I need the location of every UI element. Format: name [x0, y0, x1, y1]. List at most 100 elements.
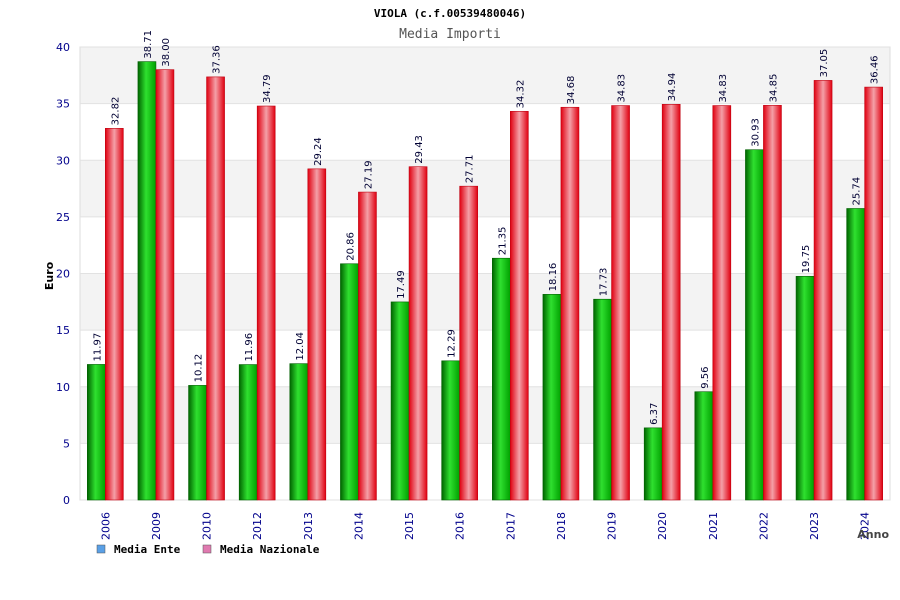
x-tick-label: 2023	[808, 512, 821, 540]
y-tick-label: 0	[63, 494, 70, 507]
bar-media-ente	[289, 363, 309, 501]
bar-media-ente	[87, 364, 106, 501]
x-tick-label: 2017	[504, 512, 517, 540]
bar-media-nazionale	[864, 86, 883, 501]
value-label: 37.36	[212, 45, 223, 74]
bar-media-nazionale	[510, 111, 529, 501]
bar-media-ente	[441, 360, 460, 501]
value-label: 34.32	[515, 80, 526, 109]
value-label: 34.79	[262, 74, 273, 103]
value-label: 29.43	[414, 135, 425, 164]
legend-swatch	[202, 544, 212, 554]
x-tick-label: 2022	[757, 512, 770, 540]
value-label: 21.35	[497, 227, 508, 256]
bar-media-nazionale	[206, 76, 225, 501]
bar-media-nazionale	[256, 105, 276, 501]
x-tick-label: 2014	[352, 512, 365, 540]
x-axis-label: Anno	[857, 528, 889, 541]
value-label: 27.71	[465, 155, 476, 184]
x-tick-label: 2020	[656, 512, 669, 540]
value-label: 17.73	[599, 268, 610, 297]
x-tick-label: 2021	[707, 512, 720, 540]
x-tick-label: 2016	[454, 512, 467, 540]
chart-subtitle: Media Importi	[399, 27, 501, 42]
bar-media-ente	[492, 257, 511, 501]
value-label: 17.49	[396, 270, 407, 299]
x-tick-label: 2013	[302, 512, 315, 540]
value-label: 34.83	[617, 74, 628, 103]
value-label: 36.46	[870, 55, 881, 84]
value-label: 12.29	[447, 329, 458, 358]
value-label: 30.93	[750, 118, 761, 147]
bar-media-ente	[188, 385, 207, 501]
bar-media-nazionale	[813, 80, 833, 501]
y-tick-label: 25	[56, 211, 70, 224]
bars	[87, 61, 883, 501]
bar-media-nazionale	[661, 104, 681, 501]
bar-media-ente	[137, 61, 157, 501]
value-label: 34.94	[667, 73, 678, 102]
bar-media-nazionale	[611, 105, 630, 501]
x-axis-ticks: 2006 2009 2010 2012 2013 2014 2015 2016 2017 2018…	[99, 512, 871, 540]
bar-media-nazionale	[358, 191, 377, 501]
value-label: 18.16	[548, 263, 559, 292]
bar-media-ente	[593, 298, 612, 501]
x-tick-label: 2006	[99, 512, 112, 540]
bar-media-nazionale	[408, 166, 428, 501]
bar-media-ente	[795, 276, 815, 501]
bar-media-ente	[340, 263, 359, 501]
bar-media-ente	[694, 391, 714, 501]
x-tick-label: 2024	[859, 512, 872, 540]
x-tick-label: 2015	[403, 512, 416, 540]
bar-media-nazionale	[105, 128, 124, 501]
bar-media-nazionale	[763, 105, 782, 501]
y-tick-label: 30	[56, 154, 70, 167]
value-label: 38.71	[143, 30, 154, 59]
value-label: 27.19	[363, 160, 374, 189]
y-axis-ticks: 0 5 10 15 20 25 30 35 40	[56, 41, 70, 507]
value-label: 32.82	[110, 97, 121, 126]
y-axis-label: Euro	[43, 261, 56, 290]
y-tick-label: 40	[56, 41, 70, 54]
legend: Media Ente Media Nazionale	[96, 543, 320, 556]
bar-media-nazionale	[712, 105, 732, 501]
value-label: 37.05	[819, 49, 830, 78]
bar-media-nazionale	[459, 185, 478, 501]
value-label: 20.86	[345, 232, 356, 261]
value-label: 19.75	[801, 245, 812, 274]
y-tick-label: 10	[56, 381, 70, 394]
value-label: 29.24	[313, 137, 324, 166]
value-label: 11.97	[92, 333, 103, 362]
legend-label: Media Ente	[114, 543, 181, 556]
value-labels: 11.97 32.82 38.71 38.00 10.12 37.36 11.96 34.79…	[92, 30, 880, 425]
legend-swatch	[96, 544, 106, 554]
bar-media-nazionale	[155, 69, 175, 501]
bar-media-ente	[542, 294, 562, 501]
value-label: 38.00	[161, 38, 172, 67]
legend-label: Media Nazionale	[220, 543, 320, 556]
value-label: 9.56	[700, 366, 711, 388]
bar-media-nazionale	[307, 168, 327, 501]
y-tick-label: 5	[63, 437, 70, 450]
x-tick-label: 2010	[201, 512, 214, 540]
y-tick-label: 20	[56, 268, 70, 281]
y-tick-label: 35	[56, 98, 70, 111]
chart-title: VIOLA (c.f.00539480046)	[374, 7, 526, 20]
bar-media-ente	[846, 208, 865, 501]
y-tick-label: 15	[56, 324, 70, 337]
value-label: 34.68	[566, 76, 577, 105]
value-label: 12.04	[295, 332, 306, 361]
bar-media-nazionale	[560, 106, 580, 501]
value-label: 10.12	[194, 354, 205, 383]
value-label: 6.37	[649, 403, 660, 425]
bar-media-ente	[238, 364, 258, 501]
bar-media-ente	[390, 301, 410, 501]
bar-media-ente	[643, 427, 663, 501]
value-label: 34.83	[718, 74, 729, 103]
x-tick-label: 2019	[606, 512, 619, 540]
x-tick-label: 2009	[150, 512, 163, 540]
value-label: 11.96	[244, 333, 255, 362]
x-tick-label: 2018	[555, 512, 568, 540]
value-label: 25.74	[852, 177, 863, 206]
